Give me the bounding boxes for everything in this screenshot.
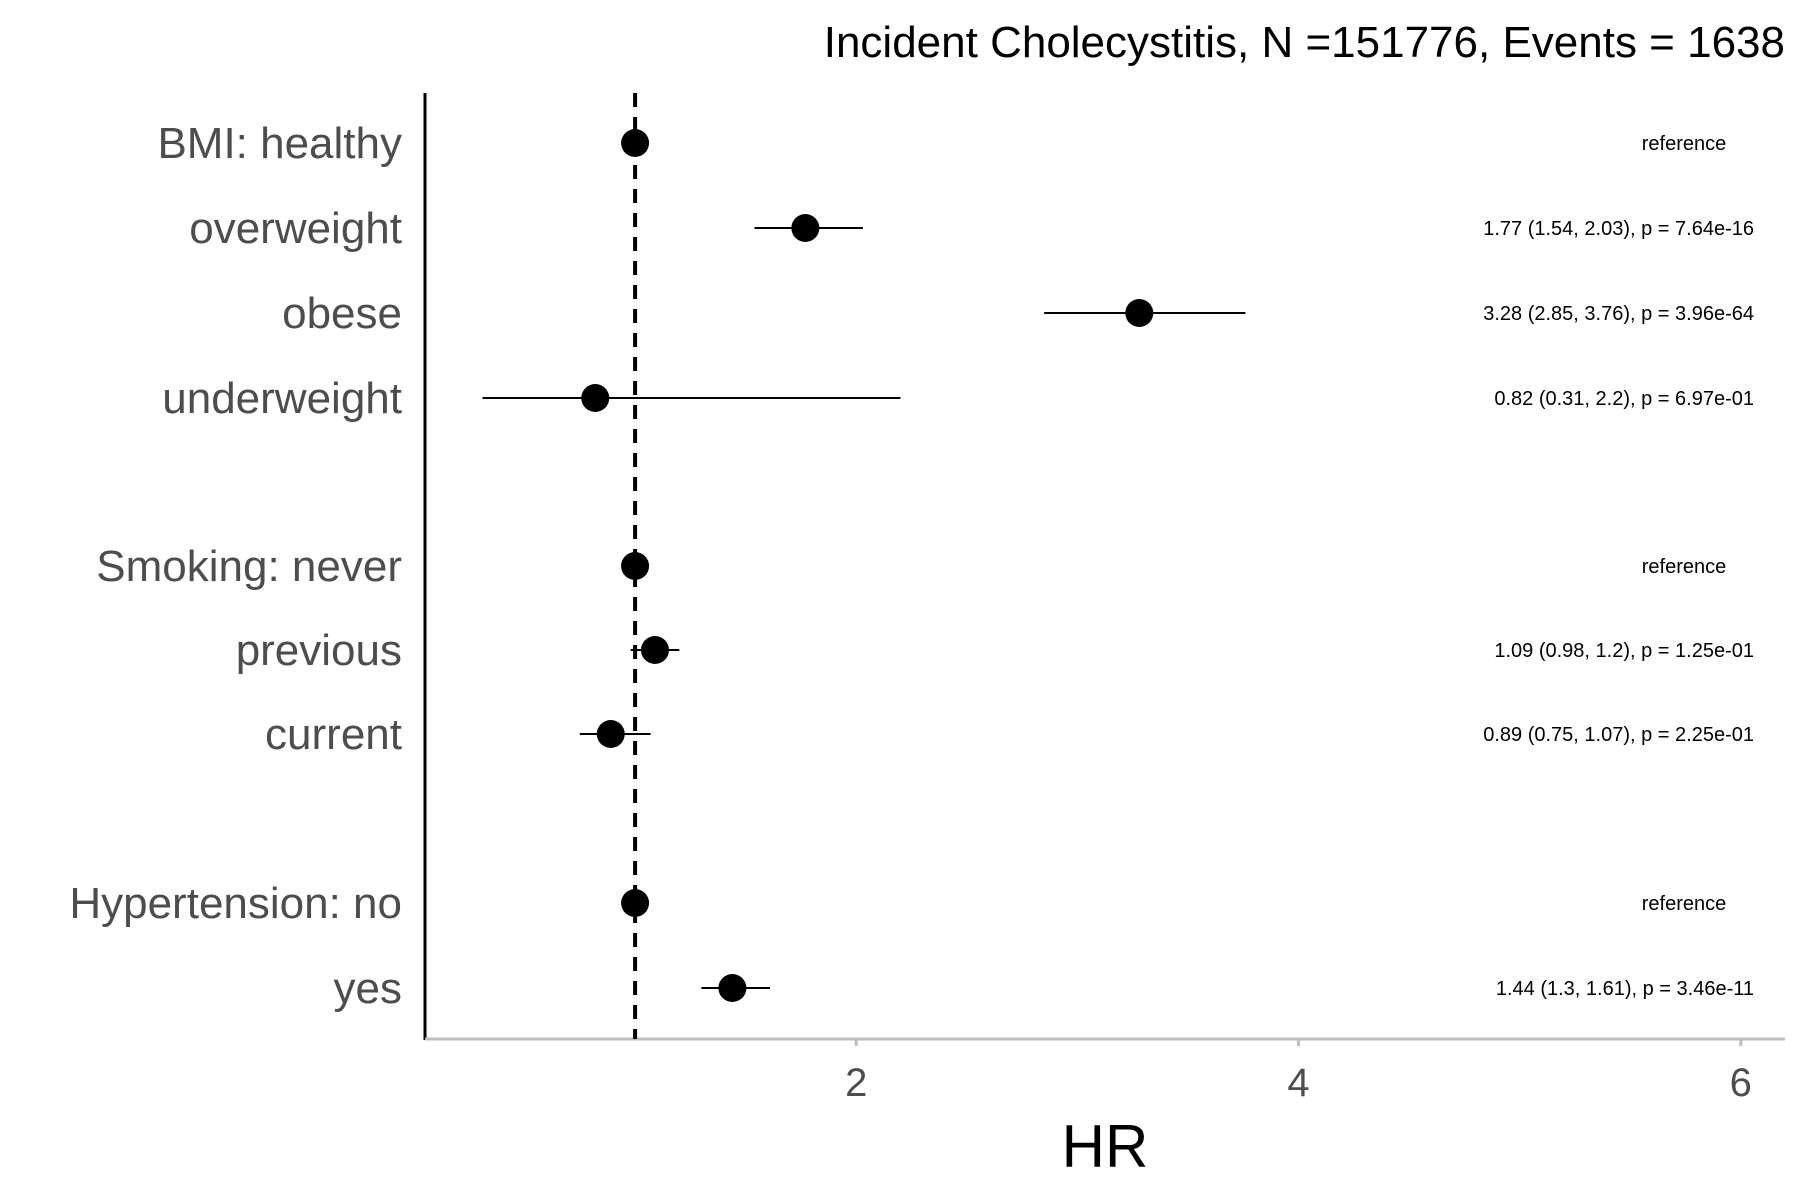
forest-row: previous 1.09 (0.98, 1.2), p = 1.25e-01 [236,626,1754,675]
forest-row: obese 3.28 (2.85, 3.76), p = 3.96e-64 [282,289,1754,338]
x-tick-label: 4 [1287,1061,1309,1105]
forest-row: current 0.89 (0.75, 1.07), p = 2.25e-01 [265,710,1754,759]
row-label: previous [236,626,402,675]
forest-row: underweight 0.82 (0.31, 2.2), p = 6.97e-0… [162,374,1754,423]
forest-row: overweight 1.77 (1.54, 2.03), p = 7.64e-1… [189,204,1754,253]
row-label: underweight [162,374,402,423]
x-tick-label: 2 [845,1061,867,1105]
hazard-ratio-point [640,636,669,664]
row-annotation: 0.89 (0.75, 1.07), p = 2.25e-01 [1483,724,1754,746]
row-label: BMI: healthy [157,119,402,168]
row-annotation: 3.28 (2.85, 3.76), p = 3.96e-64 [1483,303,1754,325]
row-annotation: 1.77 (1.54, 2.03), p = 7.64e-16 [1483,218,1754,240]
row-label: current [265,710,402,759]
row-annotation: reference [1642,133,1727,155]
forest-row: yes 1.44 (1.3, 1.61), p = 3.46e-11 [334,964,1754,1013]
row-annotation: reference [1642,556,1727,578]
x-axis-ticks: 2 4 6 [845,1039,1752,1105]
row-label: Hypertension: no [69,879,402,928]
hazard-ratio-point [718,974,747,1002]
x-axis-title: HR [1062,1113,1149,1180]
row-annotation: 1.44 (1.3, 1.61), p = 3.46e-11 [1496,978,1754,1000]
forest-row: Hypertension: no reference [69,879,1726,928]
chart-title: Incident Cholecystitis, N =151776, Event… [824,18,1785,67]
row-label: overweight [189,204,402,253]
forest-row: BMI: healthy reference [157,119,1726,168]
x-tick-label: 6 [1730,1061,1752,1105]
row-label: Smoking: never [96,542,402,591]
hazard-ratio-point [581,384,610,412]
hazard-ratio-point [621,552,650,580]
row-label: obese [282,289,402,338]
hazard-ratio-point [621,889,650,917]
hazard-ratio-point [791,214,820,242]
row-annotation: reference [1642,893,1727,915]
row-annotation: 1.09 (0.98, 1.2), p = 1.25e-01 [1494,640,1754,662]
row-label: yes [334,964,402,1013]
hazard-ratio-point [1125,299,1154,327]
forest-row: Smoking: never reference [96,542,1726,591]
row-annotation: 0.82 (0.31, 2.2), p = 6.97e-01 [1494,388,1754,410]
hazard-ratio-point [596,720,625,748]
forest-rows: BMI: healthy reference overweight 1.77 (1.5… [69,119,1754,1013]
